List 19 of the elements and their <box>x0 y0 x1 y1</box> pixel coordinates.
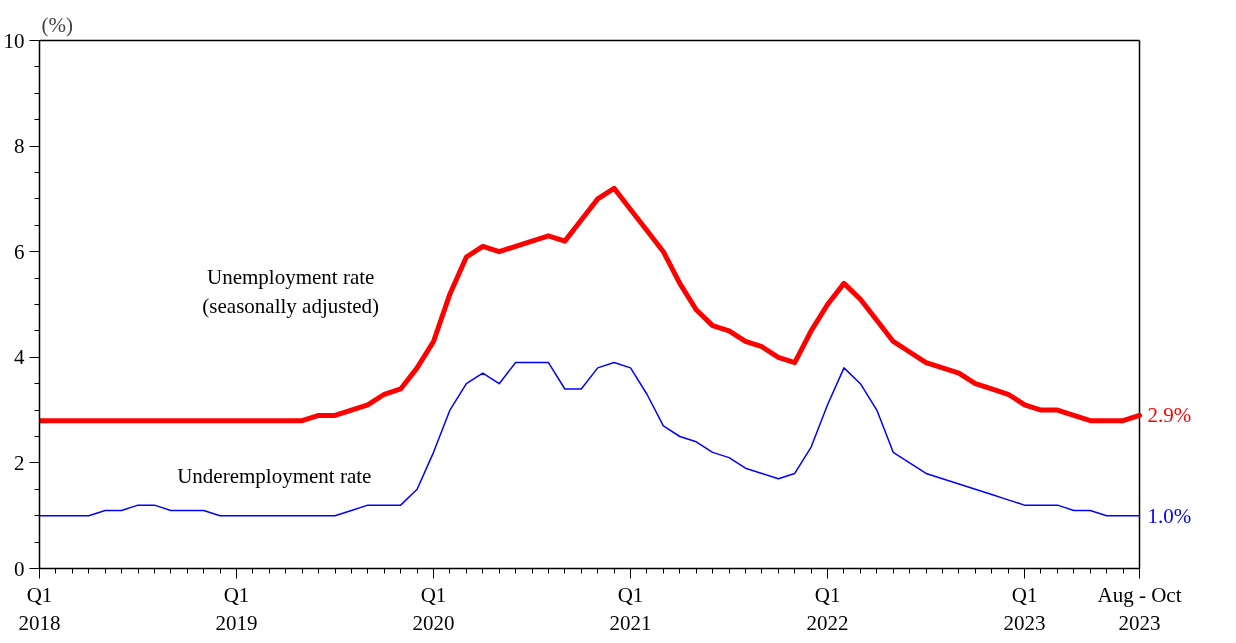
x-tick-label: Q1 2023 <box>1003 582 1046 636</box>
x-tick-label: Q1 2018 <box>18 582 61 636</box>
y-tick-label: 8 <box>14 134 25 159</box>
x-tick-label: Q1 2020 <box>412 582 455 636</box>
y-axis-title: (%) <box>41 12 73 37</box>
y-tick-label: 10 <box>3 28 25 53</box>
x-tick-label: Q1 2021 <box>609 582 652 636</box>
y-tick-label: 0 <box>14 556 25 581</box>
x-tick-label: Q1 2022 <box>806 582 849 636</box>
text: Unemployment rate (seasonally adjusted) <box>202 264 380 318</box>
data-label: 2.9% <box>1147 403 1192 428</box>
y-tick-label: 6 <box>14 239 25 264</box>
data-label: 1.0% <box>1147 503 1192 528</box>
x-tick-label: Aug - Oct 2023 <box>1097 582 1182 636</box>
series-label: Underemployment rate <box>177 464 372 489</box>
line-series <box>39 361 1141 517</box>
x-tick-label: Q1 2019 <box>215 582 258 636</box>
y-tick-label: 2 <box>14 450 25 475</box>
y-tick-label: 4 <box>14 345 25 370</box>
